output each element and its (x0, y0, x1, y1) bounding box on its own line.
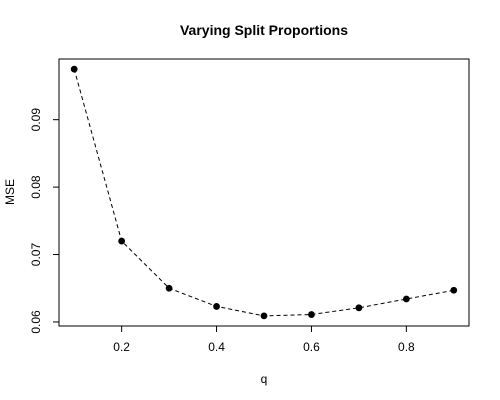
x-tick-label: 0.6 (303, 340, 320, 354)
chart-title: Varying Split Proportions (180, 22, 348, 38)
data-points (70, 65, 458, 320)
data-point (70, 65, 78, 73)
y-tick-label: 0.07 (29, 243, 43, 267)
y-tick-label: 0.09 (29, 108, 43, 132)
x-tick-label: 0.2 (113, 340, 130, 354)
data-point (118, 237, 126, 245)
series-line (73, 68, 454, 317)
y-tick-label: 0.08 (29, 175, 43, 199)
y-tick-label: 0.06 (29, 310, 43, 334)
y-axis-label: MSE (3, 179, 17, 205)
data-point (213, 303, 220, 310)
x-tick-label: 0.4 (208, 340, 225, 354)
data-point (402, 295, 410, 303)
x-axis: 0.2 0.4 0.6 0.8 (113, 326, 415, 354)
data-point (165, 284, 173, 292)
y-axis: 0.06 0.07 0.08 0.09 (29, 108, 59, 334)
plot-frame (58, 58, 470, 327)
data-point (260, 312, 268, 320)
x-axis-label: q (261, 372, 268, 386)
data-point (355, 304, 363, 312)
data-point (450, 286, 458, 294)
data-point (308, 311, 315, 318)
x-tick-label: 0.8 (398, 340, 415, 354)
